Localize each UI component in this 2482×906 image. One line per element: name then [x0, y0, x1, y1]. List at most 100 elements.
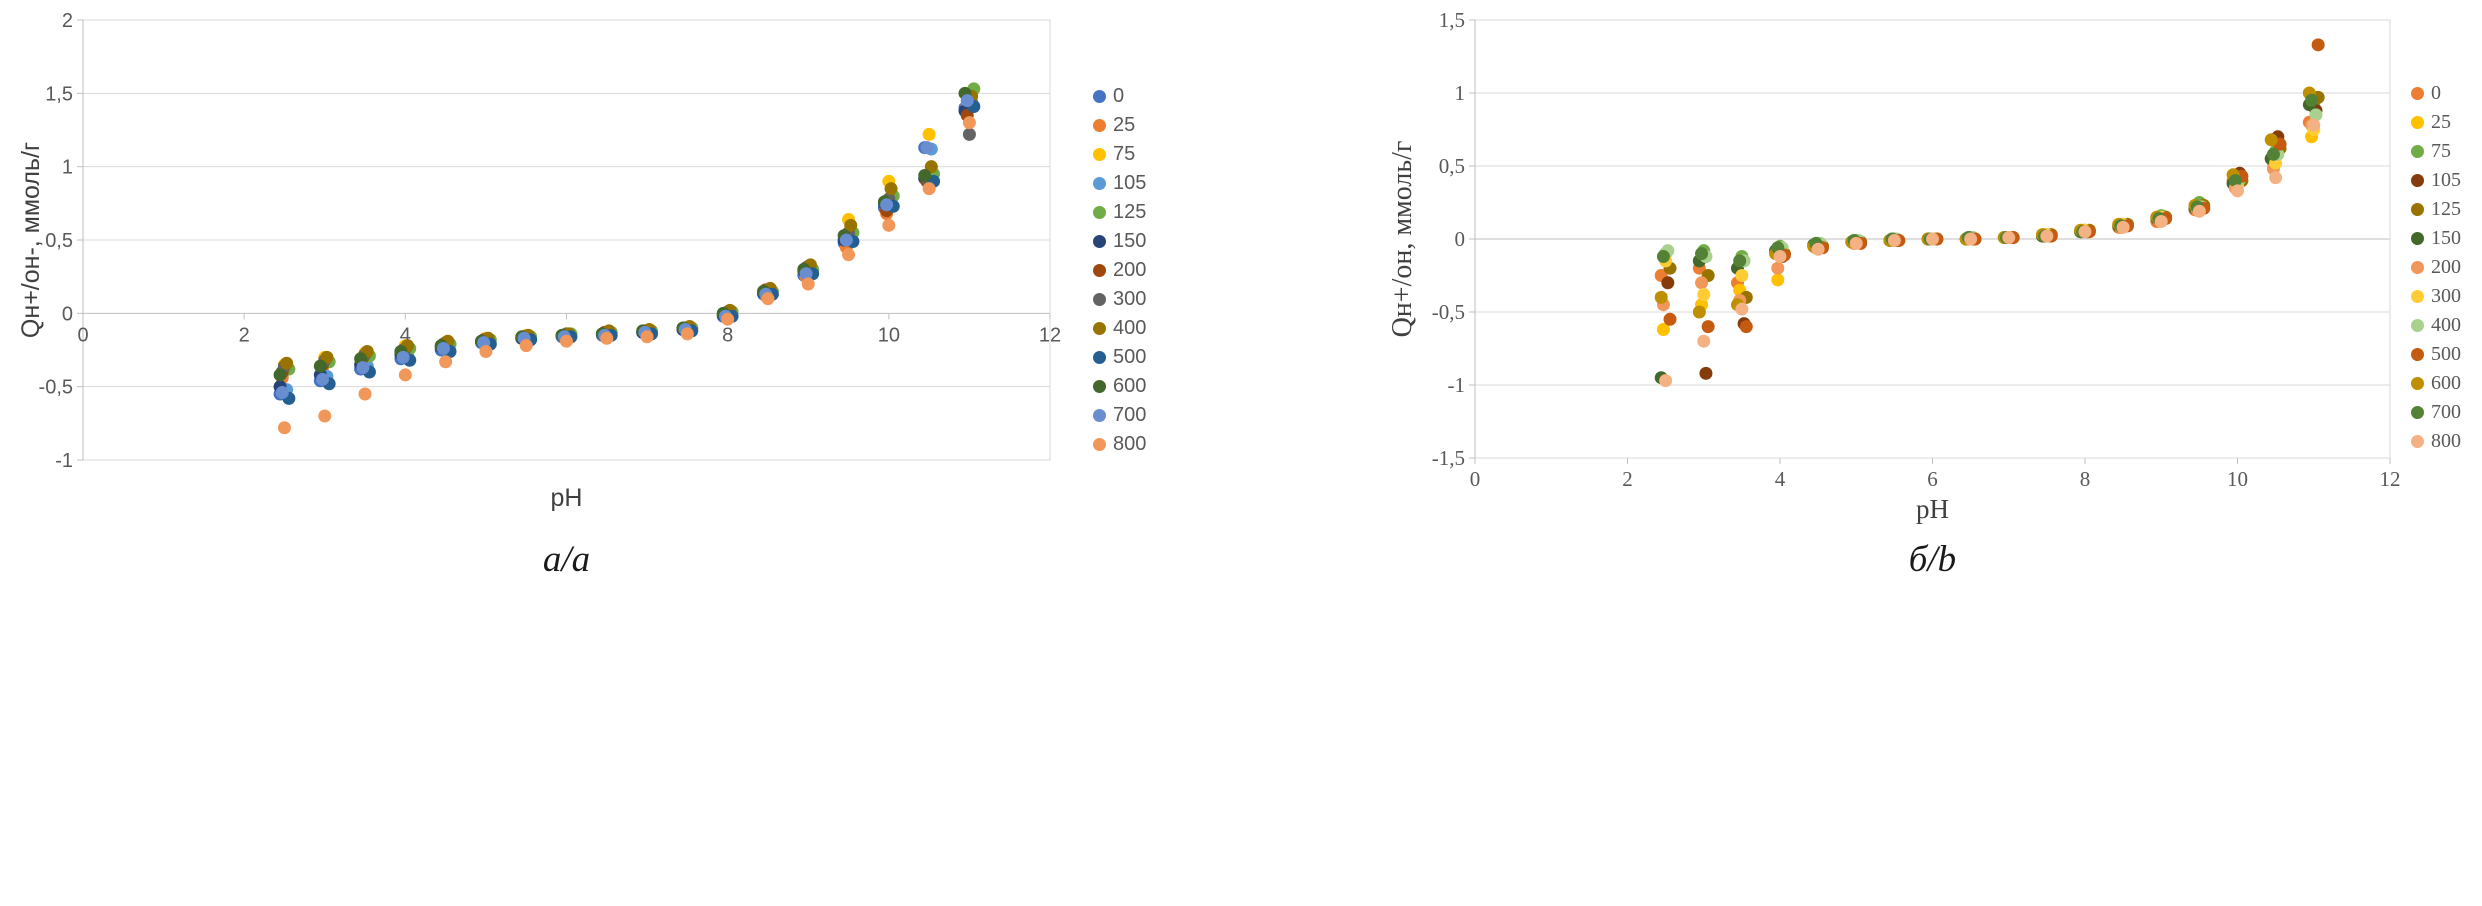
legend-label: 400: [1113, 317, 1147, 339]
legend-label: 300: [1113, 288, 1147, 310]
legend-item: 600: [1093, 376, 1146, 397]
legend-swatch-icon: [1093, 380, 1106, 393]
svg-text:0: 0: [1470, 467, 1481, 491]
legend-label: 700: [2431, 401, 2461, 423]
legend-label: 300: [2431, 285, 2461, 307]
legend-item: 105: [1093, 173, 1146, 194]
legend-label: 75: [2431, 140, 2451, 162]
svg-text:-1: -1: [55, 450, 73, 472]
legend-item: 150: [2411, 228, 2461, 249]
legend-label: 600: [1113, 375, 1147, 397]
legend-swatch-icon: [1093, 90, 1106, 103]
legend-item: 150: [1093, 231, 1146, 252]
svg-text:10: 10: [2227, 467, 2248, 491]
svg-text:4: 4: [1775, 467, 1786, 491]
legend-label: 500: [1113, 346, 1147, 368]
legend-label: 800: [1113, 433, 1147, 455]
legend-swatch-icon: [1093, 206, 1106, 219]
legend-a: 0 25 75 105 125 150 200 300 400 500 600 700 800: [1093, 86, 1146, 455]
legend-label: 200: [1113, 259, 1147, 281]
svg-text:1: 1: [62, 157, 73, 179]
x-axis-title: pH: [1916, 494, 1949, 524]
svg-text:2: 2: [239, 324, 250, 346]
legend-swatch-icon: [1093, 293, 1106, 306]
legend-swatch-icon: [1093, 409, 1106, 422]
y-axis-title: Qн+/он-, ммоль/г: [17, 142, 45, 338]
svg-text:0: 0: [77, 324, 88, 346]
legend-item: 500: [1093, 347, 1146, 368]
legend-swatch-icon: [1093, 438, 1106, 451]
legend-item: 600: [2411, 373, 2461, 394]
legend-item: 700: [2411, 402, 2461, 423]
legend-label: 0: [1113, 85, 1125, 107]
legend-item: 400: [1093, 318, 1146, 339]
legend-item: 400: [2411, 315, 2461, 336]
legend-item: 75: [2411, 141, 2461, 162]
legend-swatch-icon: [2411, 145, 2424, 158]
legend-item: 125: [2411, 199, 2461, 220]
legend-item: 0: [2411, 83, 2461, 104]
svg-text:2: 2: [62, 10, 73, 32]
legend-label: 400: [2431, 314, 2461, 336]
svg-text:8: 8: [722, 324, 733, 346]
legend-label: 105: [1113, 172, 1147, 194]
legend-swatch-icon: [1093, 119, 1106, 132]
legend-item: 500: [2411, 344, 2461, 365]
legend-item: 0: [1093, 86, 1146, 107]
legend-label: 25: [1113, 114, 1136, 136]
legend-swatch-icon: [1093, 322, 1106, 335]
svg-text:10: 10: [878, 324, 900, 346]
legend-label: 500: [2431, 343, 2461, 365]
legend-label: 25: [2431, 111, 2451, 133]
svg-text:12: 12: [1039, 324, 1061, 346]
legend-label: 800: [2431, 430, 2461, 452]
legend-swatch-icon: [2411, 319, 2424, 332]
svg-text:-1,5: -1,5: [1432, 446, 1465, 470]
legend-swatch-icon: [1093, 235, 1106, 248]
legend-item: 700: [1093, 405, 1146, 426]
legend-label: 75: [1113, 143, 1136, 165]
legend-item: 200: [2411, 257, 2461, 278]
legend-swatch-icon: [2411, 116, 2424, 129]
legend-swatch-icon: [2411, 435, 2424, 448]
x-axis-title: pH: [551, 484, 583, 512]
legend-swatch-icon: [1093, 264, 1106, 277]
legend-item: 25: [2411, 112, 2461, 133]
legend-swatch-icon: [2411, 261, 2424, 274]
legend-label: 125: [2431, 198, 2461, 220]
svg-text:1,5: 1,5: [1439, 8, 1465, 32]
legend-item: 200: [1093, 260, 1146, 281]
scatter-plot-b: -1,5 -1 -0,5 0 0,5 1 1,5 0 2 4 6 8 10 12 Qн+/он, ммоль…: [1387, 8, 2401, 524]
legend-swatch-icon: [2411, 203, 2424, 216]
legend-label: 125: [1113, 201, 1147, 223]
legend-item: 300: [1093, 289, 1146, 310]
legend-swatch-icon: [2411, 87, 2424, 100]
legend-swatch-icon: [2411, 290, 2424, 303]
legend-b: 0 25 75 105 125 150 200 300 400 500 600 700 800: [2411, 83, 2461, 452]
figure-a: -1-0,500,511,52024681012Qн+/он-, ммоль/г…: [15, 8, 1180, 598]
svg-text:1: 1: [1455, 81, 1466, 105]
svg-text:-0,5: -0,5: [1432, 300, 1465, 324]
svg-text:12: 12: [2380, 467, 2401, 491]
y-axis-title: Qн+/он, ммоль/г: [1387, 141, 1418, 338]
svg-text:-0,5: -0,5: [39, 377, 73, 399]
legend-label: 105: [2431, 169, 2461, 191]
svg-text:4: 4: [400, 324, 411, 346]
legend-swatch-icon: [1093, 148, 1106, 161]
legend-swatch-icon: [2411, 174, 2424, 187]
legend-label: 0: [2431, 82, 2441, 104]
legend-swatch-icon: [2411, 377, 2424, 390]
legend-swatch-icon: [2411, 406, 2424, 419]
scatter-plot-a: -1-0,500,511,52024681012Qн+/он-, ммоль/г…: [17, 10, 1061, 512]
legend-swatch-icon: [2411, 348, 2424, 361]
svg-text:-1: -1: [1448, 373, 1466, 397]
legend-item: 105: [2411, 170, 2461, 191]
legend-swatch-icon: [1093, 177, 1106, 190]
legend-item: 25: [1093, 115, 1146, 136]
legend-label: 150: [1113, 230, 1147, 252]
legend-item: 75: [1093, 144, 1146, 165]
svg-text:8: 8: [2080, 467, 2091, 491]
legend-swatch-icon: [1093, 351, 1106, 364]
legend-swatch-icon: [2411, 232, 2424, 245]
legend-item: 800: [2411, 431, 2461, 452]
